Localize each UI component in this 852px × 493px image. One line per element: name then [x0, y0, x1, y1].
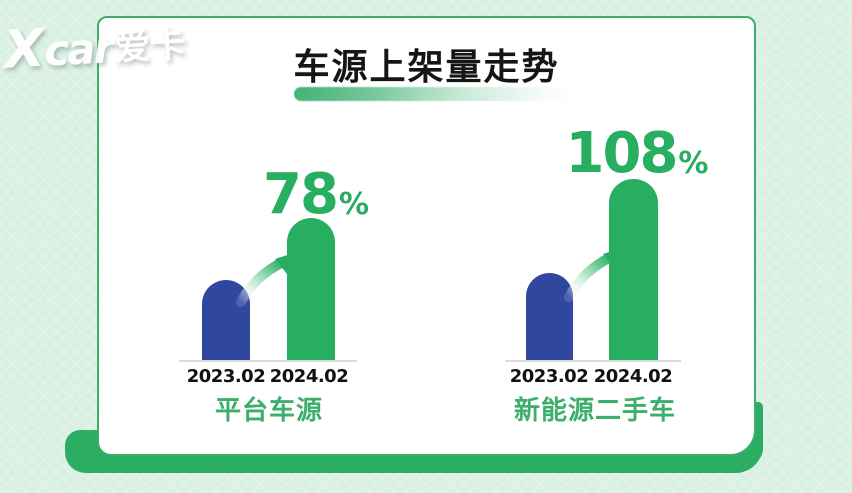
growth-arrow-icon [236, 252, 297, 307]
category-label-2023: 2023.02 [509, 366, 589, 387]
category-label-2023: 2023.02 [186, 366, 266, 387]
group-title: 新能源二手车 [513, 396, 676, 426]
chart-card: 车源上架量走势 78 % [97, 16, 756, 456]
bar-2024 [287, 218, 335, 360]
title-underline-swoosh [294, 87, 574, 101]
xcar-logo: X car 爱卡 [2, 15, 188, 81]
xcar-logo-x: X [2, 18, 46, 81]
group-title: 平台车源 [214, 396, 323, 426]
bar-2023 [526, 273, 573, 360]
bar-group-nev-used-cars: 108 % 2 [505, 125, 708, 427]
xcar-logo-cn: 爱卡 [113, 24, 188, 69]
growth-arrow-icon [564, 247, 625, 302]
percent-sign: % [678, 145, 709, 181]
page-title: 车源上架量走势 [293, 47, 560, 88]
axis-baseline [179, 360, 357, 362]
plot-area [179, 168, 359, 360]
growth-value: 78 [263, 162, 339, 227]
xcar-logo-car: car [43, 23, 114, 76]
plot-area [505, 127, 685, 360]
category-label-2024: 2024.02 [593, 366, 673, 387]
axis-baseline [505, 360, 681, 362]
bar-2024 [609, 179, 658, 360]
bar-group-platform: 78 % 20 [179, 166, 369, 438]
growth-value: 108 [565, 121, 679, 186]
category-label-2024: 2024.02 [269, 366, 349, 387]
percent-sign: % [338, 186, 369, 222]
growth-label: 78 % [241, 162, 391, 227]
growth-label: 108 % [562, 121, 712, 186]
